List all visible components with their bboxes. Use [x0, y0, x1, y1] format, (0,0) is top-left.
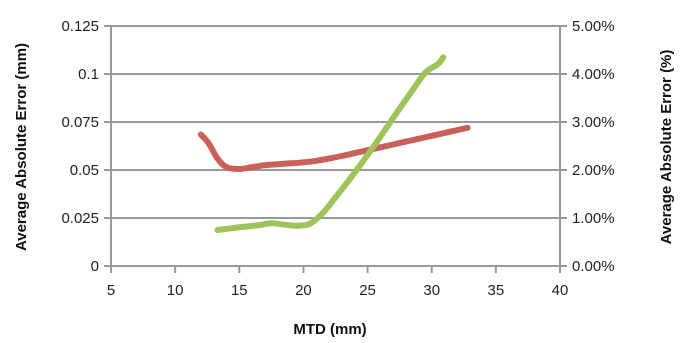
y2-tick-label: 2.00%: [572, 162, 615, 179]
y-axis-title-right: Average Absolute Error (%): [658, 50, 675, 245]
y-tick-label: 0: [91, 258, 99, 275]
x-axis-title: MTD (mm): [293, 321, 366, 338]
y-axis-title-left: Average Absolute Error (mm): [13, 43, 30, 251]
x-tick-label: 20: [295, 282, 312, 299]
y2-tick-label: 1.00%: [572, 210, 615, 227]
y2-tick-label: 5.00%: [572, 18, 615, 35]
gridlines: [111, 26, 560, 218]
axes: [104, 26, 567, 273]
y-tick-label: 0.05: [70, 162, 99, 179]
y2-tick-label: 3.00%: [572, 114, 615, 131]
y-tick-label: 0.125: [61, 18, 99, 35]
x-tick-label: 35: [488, 282, 505, 299]
series-layer: [201, 57, 468, 230]
x-tick-label: 15: [231, 282, 248, 299]
y-tick-label: 0.025: [61, 210, 99, 227]
x-tick-label: 25: [359, 282, 376, 299]
x-tick-label: 5: [107, 282, 115, 299]
x-tick-label: 40: [552, 282, 569, 299]
x-tick-label: 10: [167, 282, 184, 299]
y2-tick-label: 4.00%: [572, 66, 615, 83]
y2-tick-label: 0.00%: [572, 258, 615, 275]
y-tick-label: 0.075: [61, 114, 99, 131]
series-line-mm-error: [201, 128, 468, 169]
y-tick-label: 0.1: [78, 66, 99, 83]
x-tick-label: 30: [423, 282, 440, 299]
